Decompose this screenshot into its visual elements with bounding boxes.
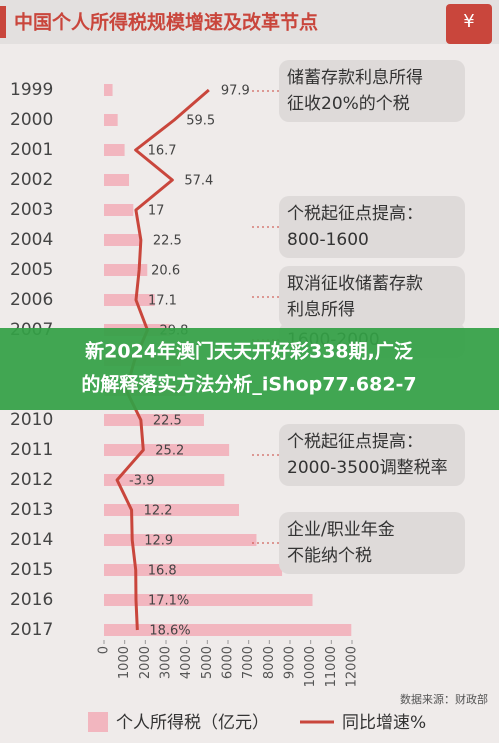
banner bbox=[0, 328, 499, 410]
annotation-box bbox=[279, 196, 465, 258]
value-label: 22.5 bbox=[153, 234, 182, 249]
annotation-text: 企业/职业年金 bbox=[287, 520, 395, 540]
x-tick-label: 3000 bbox=[159, 646, 174, 679]
annotation-text: 个税起征点提高： bbox=[287, 432, 423, 452]
annotation-text: 储蓄存款利息所得 bbox=[287, 68, 423, 88]
bar bbox=[104, 264, 148, 276]
bar bbox=[104, 294, 155, 306]
bar bbox=[104, 534, 257, 546]
value-label: 17 bbox=[148, 204, 165, 219]
icon bbox=[446, 4, 492, 44]
bar bbox=[104, 594, 313, 606]
x-tick-label: 6000 bbox=[221, 646, 236, 679]
value-label: -3.9 bbox=[129, 474, 154, 489]
annotation-box bbox=[279, 60, 465, 122]
x-tick-label: 2000 bbox=[138, 646, 153, 679]
y-tick-label: 2010 bbox=[10, 410, 53, 430]
bar bbox=[104, 474, 225, 486]
annotation-box bbox=[279, 512, 465, 574]
bar bbox=[104, 174, 130, 186]
banner-text: 的解释落实方法分析_iShop77.682-7 bbox=[81, 373, 416, 396]
x-tick-label: 0 bbox=[97, 646, 112, 654]
banner-text: 新2024年澳门天天开好彩338期,广泛 bbox=[85, 340, 413, 363]
bar bbox=[104, 144, 125, 156]
annotation-box bbox=[279, 424, 465, 486]
x-tick-label: 8000 bbox=[262, 646, 277, 679]
x-tick-label: 4000 bbox=[179, 646, 194, 679]
x-tick-label: 5000 bbox=[200, 646, 215, 679]
value-label: 17.1% bbox=[148, 594, 189, 609]
y-tick-label: 2012 bbox=[10, 470, 53, 490]
value-label: 12.2 bbox=[144, 504, 173, 519]
bar bbox=[104, 204, 134, 216]
y-tick-label: 2013 bbox=[10, 500, 53, 520]
legend-swatch bbox=[88, 712, 108, 732]
title-bar bbox=[0, 0, 499, 44]
y-tick-label: 2017 bbox=[10, 620, 53, 640]
y-tick-label: 2005 bbox=[10, 260, 53, 280]
chart-title: 中国个人所得税规模增速及改革节点 bbox=[14, 11, 318, 34]
value-label: 17.1 bbox=[148, 294, 177, 309]
value-label: 12.9 bbox=[144, 534, 173, 549]
y-tick-label: 2006 bbox=[10, 290, 53, 310]
value-label: 18.6% bbox=[149, 624, 190, 639]
x-tick-label: 12000 bbox=[345, 646, 360, 687]
bar bbox=[104, 504, 239, 516]
bar bbox=[104, 444, 230, 456]
icon-symbol: ¥ bbox=[463, 11, 474, 32]
annotation-text: 征收20%的个税 bbox=[287, 94, 410, 114]
annotation-text: 取消征收储蓄存款 bbox=[287, 274, 423, 294]
annotation-text: 不能纳个税 bbox=[287, 546, 372, 566]
y-tick-label: 2003 bbox=[10, 200, 53, 220]
value-label: 25.2 bbox=[155, 444, 184, 459]
bar bbox=[104, 114, 118, 126]
y-tick-label: 2000 bbox=[10, 110, 53, 130]
y-tick-label: 2014 bbox=[10, 530, 53, 550]
value-label: 20.6 bbox=[151, 264, 180, 279]
y-tick-label: 2011 bbox=[10, 440, 53, 460]
x-tick-label: 11000 bbox=[324, 646, 339, 687]
value-label: 16.7 bbox=[148, 144, 177, 159]
annotation-text: 800-1600 bbox=[287, 230, 369, 250]
value-label: 22.5 bbox=[153, 414, 182, 429]
y-tick-label: 2015 bbox=[10, 560, 53, 580]
bar bbox=[104, 564, 283, 576]
bar bbox=[104, 234, 140, 246]
legend-label: 个人所得税（亿元） bbox=[116, 713, 269, 733]
y-tick-label: 2004 bbox=[10, 230, 53, 250]
source: 数据来源：财政部 bbox=[400, 692, 488, 706]
y-tick-label: 1999 bbox=[10, 80, 53, 100]
value-label: 57.4 bbox=[184, 174, 213, 189]
value-label: 59.5 bbox=[186, 114, 215, 129]
annotation-text: 2000-3500调整税率 bbox=[287, 458, 448, 478]
title-accent bbox=[0, 6, 6, 38]
bar bbox=[104, 414, 204, 426]
x-tick-label: 10000 bbox=[303, 646, 318, 687]
x-tick-label: 1000 bbox=[117, 646, 132, 679]
y-tick-label: 2016 bbox=[10, 590, 53, 610]
value-label: 97.9 bbox=[221, 84, 250, 99]
annotation-box bbox=[279, 266, 465, 328]
x-tick-label: 7000 bbox=[241, 646, 256, 679]
y-tick-label: 2001 bbox=[10, 140, 53, 160]
x-tick-label: 9000 bbox=[283, 646, 298, 679]
y-tick-label: 2002 bbox=[10, 170, 53, 190]
annotation-text: 个税起征点提高： bbox=[287, 204, 423, 224]
legend-label: 同比增速% bbox=[342, 713, 426, 733]
value-label: 16.8 bbox=[148, 564, 177, 579]
bar bbox=[104, 84, 113, 96]
annotation-text: 利息所得 bbox=[287, 300, 355, 320]
bar bbox=[104, 624, 352, 636]
